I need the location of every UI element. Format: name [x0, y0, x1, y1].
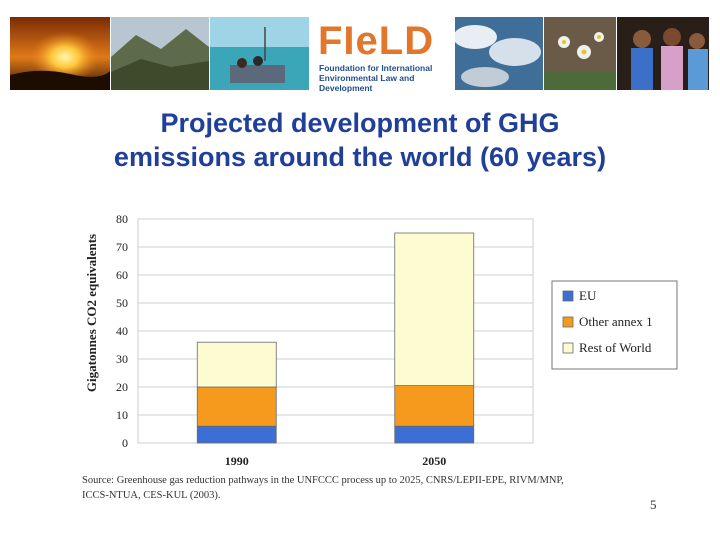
boat-photo [210, 17, 309, 90]
legend-label: Other annex 1 [579, 314, 653, 329]
logo-subtitle-line2: Environmental Law and Development [319, 73, 415, 93]
page-number: 5 [650, 497, 657, 512]
y-tick-label: 10 [116, 408, 128, 422]
legend-swatch [562, 316, 574, 328]
legend-swatch [562, 342, 574, 354]
bars [196, 232, 475, 444]
people-photo [617, 17, 709, 90]
source-note-line1: Source: Greenhouse gas reduction pathway… [82, 475, 564, 486]
bar-segment [196, 341, 277, 388]
mountain-photo [111, 17, 209, 90]
x-tick-labels: 1990 2050 [225, 454, 447, 468]
logo-subtitle: Foundation for International Environment… [319, 63, 454, 93]
bar-segment [394, 385, 475, 427]
sunset-photo [10, 17, 110, 90]
bar-segment [394, 425, 475, 444]
y-tick-label: 40 [116, 324, 128, 338]
y-tick-label: 80 [116, 212, 128, 226]
y-tick-label: 0 [122, 436, 128, 450]
legend-label: EU [579, 288, 597, 303]
clouds-photo [455, 17, 543, 90]
ghg-emissions-chart: 0 10 20 30 40 50 60 70 80 1990 2050 Gigatonnes CO… [60, 183, 685, 513]
x-tick-label: 1990 [225, 454, 249, 468]
flowers-photo [544, 17, 616, 90]
field-logo: FIeLD Foundation for International Envir… [310, 17, 454, 93]
logo-wordmark: FIeLD [318, 19, 435, 63]
bar-segment [196, 425, 277, 444]
legend: EU Other annex 1 Rest of World [551, 280, 678, 370]
slide-title-line2: emissions around the world (60 years) [113, 142, 607, 172]
bar-segment [394, 232, 475, 387]
y-tick-label: 20 [116, 380, 128, 394]
slide-title: Projected development of GHG emissions a… [0, 106, 720, 174]
bar-segment [196, 386, 277, 427]
header-banner: FIeLD Foundation for International Envir… [10, 17, 709, 93]
y-tick-label: 70 [116, 240, 128, 254]
y-tick-label: 60 [116, 268, 128, 282]
legend-swatch [562, 290, 574, 302]
x-tick-label: 2050 [422, 454, 446, 468]
y-axis-label: Gigatonnes CO2 equivalents [84, 234, 99, 392]
y-tick-labels: 0 10 20 30 40 50 60 70 80 [116, 212, 128, 450]
slide-title-line1: Projected development of GHG [160, 108, 560, 138]
y-tick-label: 50 [116, 296, 128, 310]
logo-subtitle-line1: Foundation for International [319, 63, 433, 73]
y-tick-label: 30 [116, 352, 128, 366]
source-note-line2: ICCS-NTUA, CES-KUL (2003). [82, 490, 220, 501]
legend-label: Rest of World [579, 340, 652, 355]
